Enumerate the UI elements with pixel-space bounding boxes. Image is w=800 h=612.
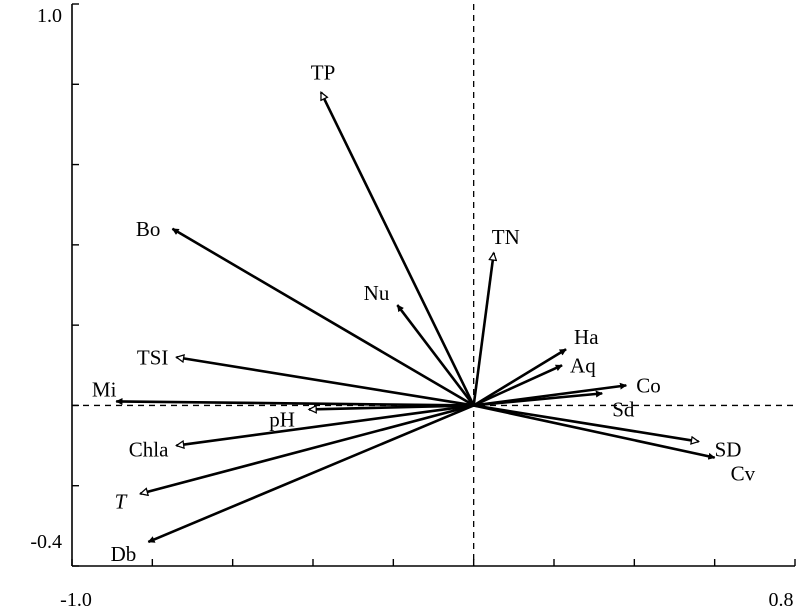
- species-label-nu: Nu: [364, 281, 390, 305]
- species-arrow-bo: [171, 227, 475, 407]
- species-label-sd: Sd: [612, 397, 635, 421]
- env-label-tp: TP: [311, 60, 336, 84]
- species-label-co: Co: [636, 373, 661, 397]
- species-label-bo: Bo: [136, 217, 161, 241]
- species-label-aq: Aq: [570, 353, 596, 377]
- species-arrow-ha: [472, 348, 567, 407]
- zero-lines: [72, 4, 795, 566]
- env-arrow-chla: [176, 404, 474, 445]
- species-label-cv: Cv: [731, 462, 756, 486]
- x-tick-label-right: 0.8: [769, 589, 794, 611]
- env-arrow-tn: [472, 253, 494, 406]
- species-arrow-sd: [473, 390, 603, 407]
- env-arrow-tsi: [176, 357, 474, 407]
- env-label-ph: pH: [269, 407, 295, 431]
- env-arrow-sd: [473, 404, 699, 441]
- x-tick-label-left: -1.0: [60, 589, 92, 611]
- env-label-chla: Chla: [129, 438, 169, 462]
- axes: 1.0 -0.4 -1.0 0.8: [30, 3, 796, 611]
- y-tick-label-bottom: -0.4: [30, 531, 62, 553]
- species-label-db: Db: [111, 542, 137, 566]
- env-label-sd: SD: [715, 438, 742, 462]
- species-label-mi: Mi: [92, 377, 117, 401]
- species-arrow-nu: [396, 304, 475, 407]
- env-label-tsi: TSI: [137, 345, 169, 369]
- species-arrow-mi: [115, 397, 474, 407]
- y-tick-label-top: 1.0: [37, 5, 62, 27]
- species-arrow-aq: [473, 364, 563, 407]
- env-arrow-t: [140, 404, 474, 493]
- env-label-tn: TN: [492, 225, 520, 249]
- species-label-ha: Ha: [574, 325, 599, 349]
- env-arrow-tp: [319, 92, 475, 406]
- arrows: [115, 92, 716, 544]
- env-label-t: T: [115, 490, 128, 514]
- species-arrow-db: [147, 404, 475, 544]
- species-arrow-cv: [473, 404, 716, 460]
